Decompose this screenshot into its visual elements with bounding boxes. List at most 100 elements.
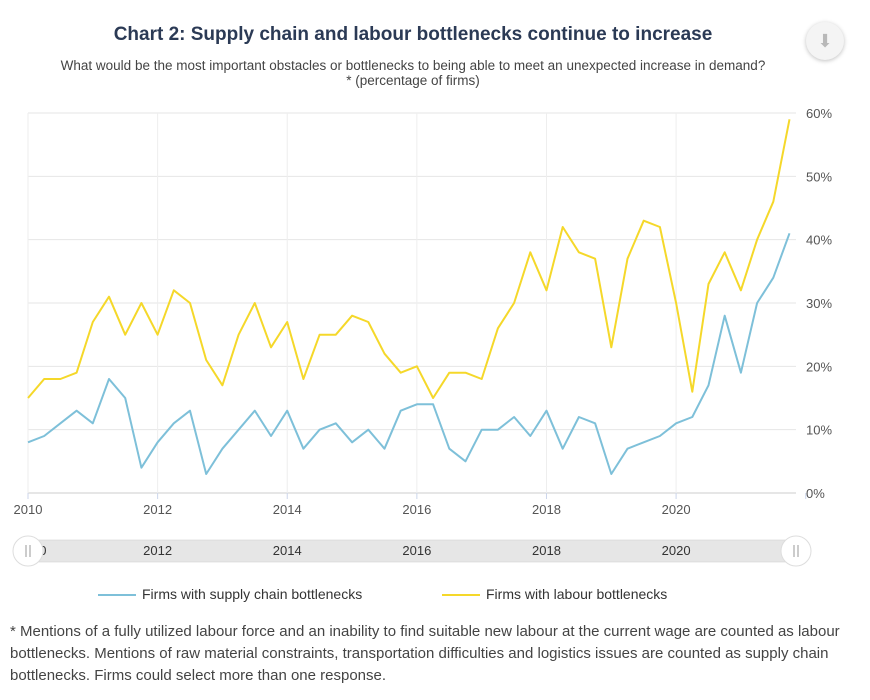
grip-icon bbox=[25, 545, 31, 557]
data-point bbox=[253, 409, 257, 413]
data-point bbox=[172, 421, 176, 425]
data-point bbox=[318, 428, 322, 432]
data-point bbox=[707, 383, 711, 387]
data-point bbox=[123, 333, 127, 337]
legend-item-labour[interactable]: Firms with labour bottlenecks bbox=[442, 586, 667, 602]
data-point bbox=[237, 333, 241, 337]
data-point bbox=[172, 288, 176, 292]
data-point bbox=[545, 409, 549, 413]
data-point bbox=[366, 320, 370, 324]
data-point bbox=[626, 257, 630, 261]
y-tick-label: 30% bbox=[806, 296, 832, 311]
data-point bbox=[528, 250, 532, 254]
data-point bbox=[301, 377, 305, 381]
data-point bbox=[123, 396, 127, 400]
y-tick-label: 40% bbox=[806, 233, 832, 248]
data-point bbox=[139, 301, 143, 305]
data-point bbox=[399, 409, 403, 413]
x-tick-label: 2010 bbox=[14, 502, 43, 517]
data-point bbox=[755, 238, 759, 242]
data-point bbox=[156, 333, 160, 337]
x-tick-label: 2020 bbox=[662, 502, 691, 517]
download-icon: ⬇ bbox=[817, 31, 833, 51]
data-point bbox=[447, 447, 451, 451]
data-point bbox=[674, 301, 678, 305]
data-point bbox=[220, 447, 224, 451]
x-tick-label: 2014 bbox=[273, 502, 302, 517]
navigator-handle-right[interactable] bbox=[780, 535, 812, 567]
legend-label-labour: Firms with labour bottlenecks bbox=[486, 586, 668, 602]
data-point bbox=[383, 447, 387, 451]
gridlines bbox=[27, 112, 796, 494]
data-point bbox=[707, 282, 711, 286]
data-point bbox=[75, 371, 79, 375]
navigator-handle-left[interactable] bbox=[12, 535, 44, 567]
x-tick-label: 2018 bbox=[532, 502, 561, 517]
legend-swatch-labour bbox=[442, 594, 480, 597]
data-point bbox=[577, 250, 581, 254]
data-point bbox=[642, 219, 646, 223]
data-point bbox=[415, 402, 419, 406]
y-tick-label: 60% bbox=[806, 106, 832, 121]
data-point bbox=[204, 472, 208, 476]
legend-label-supply-chain: Firms with supply chain bottlenecks bbox=[142, 586, 363, 602]
data-point bbox=[771, 200, 775, 204]
data-point bbox=[609, 345, 613, 349]
data-point bbox=[788, 231, 792, 235]
legend-item-supply-chain[interactable]: Firms with supply chain bottlenecks bbox=[98, 586, 362, 602]
data-point bbox=[269, 345, 273, 349]
data-point bbox=[561, 225, 565, 229]
data-point bbox=[674, 421, 678, 425]
data-point bbox=[496, 428, 500, 432]
y-tick-label: 10% bbox=[806, 423, 832, 438]
data-point bbox=[366, 428, 370, 432]
data-point bbox=[658, 225, 662, 229]
data-point bbox=[447, 371, 451, 375]
data-point bbox=[269, 434, 273, 438]
data-point bbox=[415, 364, 419, 368]
navigator-label: 2020 bbox=[662, 543, 691, 558]
data-point bbox=[188, 409, 192, 413]
data-point bbox=[723, 314, 727, 318]
data-point bbox=[788, 117, 792, 121]
series-lines bbox=[26, 117, 792, 476]
data-point bbox=[42, 377, 46, 381]
data-point bbox=[26, 396, 30, 400]
data-point bbox=[285, 409, 289, 413]
data-point bbox=[188, 301, 192, 305]
data-point bbox=[42, 434, 46, 438]
data-point bbox=[253, 301, 257, 305]
data-point bbox=[237, 428, 241, 432]
y-tick-label: 50% bbox=[806, 169, 832, 184]
data-point bbox=[204, 358, 208, 362]
download-button[interactable]: ⬇ bbox=[806, 22, 844, 60]
series-line-supply-chain bbox=[27, 232, 791, 475]
data-point bbox=[139, 466, 143, 470]
data-point bbox=[512, 415, 516, 419]
data-point bbox=[318, 333, 322, 337]
y-tick-label: 0% bbox=[806, 486, 825, 501]
data-point bbox=[383, 352, 387, 356]
chart-subtitle: What would be the most important obstacl… bbox=[60, 58, 766, 88]
data-point bbox=[739, 371, 743, 375]
data-point bbox=[58, 377, 62, 381]
data-point bbox=[75, 409, 79, 413]
data-point bbox=[58, 421, 62, 425]
data-point bbox=[285, 320, 289, 324]
data-point bbox=[301, 447, 305, 451]
data-point bbox=[739, 288, 743, 292]
data-point bbox=[690, 415, 694, 419]
data-point bbox=[480, 377, 484, 381]
y-tick-label: 20% bbox=[806, 359, 832, 374]
navigator-handle-knob bbox=[780, 535, 812, 567]
data-point bbox=[431, 402, 435, 406]
navigator-label: 2016 bbox=[402, 543, 431, 558]
data-point bbox=[107, 295, 111, 299]
series-line-labour bbox=[27, 119, 791, 399]
data-point bbox=[350, 314, 354, 318]
data-point bbox=[577, 415, 581, 419]
data-point bbox=[480, 428, 484, 432]
data-point bbox=[626, 447, 630, 451]
data-point bbox=[690, 390, 694, 394]
